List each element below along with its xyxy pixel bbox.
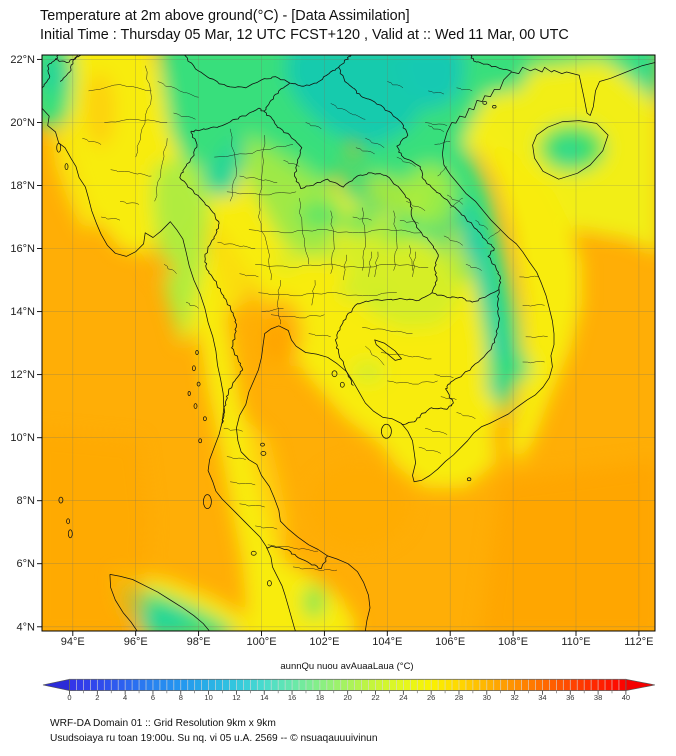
svg-text:10°N: 10°N <box>10 432 35 444</box>
svg-text:100°E: 100°E <box>246 636 276 648</box>
svg-text:36: 36 <box>566 693 574 702</box>
svg-text:10: 10 <box>204 693 212 702</box>
svg-text:4°N: 4°N <box>17 621 36 633</box>
svg-text:24: 24 <box>399 693 407 702</box>
svg-text:38: 38 <box>594 693 602 702</box>
svg-text:20°N: 20°N <box>10 117 35 129</box>
svg-text:12: 12 <box>232 693 240 702</box>
svg-text:28: 28 <box>455 693 463 702</box>
svg-text:14°N: 14°N <box>10 306 35 318</box>
svg-text:18°N: 18°N <box>10 180 35 192</box>
svg-text:30: 30 <box>483 693 491 702</box>
svg-text:2: 2 <box>95 693 99 702</box>
svg-text:6°N: 6°N <box>17 558 36 570</box>
svg-text:22°N: 22°N <box>10 54 35 66</box>
svg-text:102°E: 102°E <box>309 636 339 648</box>
svg-text:26: 26 <box>427 693 435 702</box>
svg-text:14: 14 <box>260 693 268 702</box>
svg-text:34: 34 <box>538 693 546 702</box>
svg-text:104°E: 104°E <box>372 636 402 648</box>
svg-text:0: 0 <box>67 693 71 702</box>
svg-text:32: 32 <box>510 693 518 702</box>
svg-text:106°E: 106°E <box>435 636 465 648</box>
svg-text:aunnQu nuou avAuaaLaua (°C): aunnQu nuou avAuaaLaua (°C) <box>280 661 413 672</box>
svg-text:8: 8 <box>179 693 183 702</box>
svg-text:20: 20 <box>344 693 352 702</box>
svg-text:94°E: 94°E <box>61 636 85 648</box>
svg-text:22: 22 <box>371 693 379 702</box>
svg-text:16: 16 <box>288 693 296 702</box>
svg-text:WRF-DA Domain 01 :: Grid Resol: WRF-DA Domain 01 :: Grid Resolution 9km … <box>50 718 276 729</box>
svg-text:Initial Time : Thursday 05 Mar: Initial Time : Thursday 05 Mar, 12 UTC F… <box>40 27 569 43</box>
svg-text:4: 4 <box>123 693 127 702</box>
svg-text:40: 40 <box>622 693 630 702</box>
svg-text:16°N: 16°N <box>10 243 35 255</box>
svg-text:12°N: 12°N <box>10 369 35 381</box>
svg-text:8°N: 8°N <box>17 495 36 507</box>
svg-text:18: 18 <box>316 693 324 702</box>
svg-text:96°E: 96°E <box>124 636 148 648</box>
svg-text:Usudsoiaya ru toan 19:00u. Su: Usudsoiaya ru toan 19:00u. Su nq. vi 05 … <box>50 733 378 744</box>
svg-text:108°E: 108°E <box>498 636 528 648</box>
svg-text:98°E: 98°E <box>187 636 211 648</box>
svg-text:Temperature at 2m above ground: Temperature at 2m above ground(°C) - [Da… <box>40 8 410 24</box>
svg-text:112°E: 112°E <box>624 636 653 648</box>
svg-text:110°E: 110°E <box>561 636 590 648</box>
svg-text:6: 6 <box>151 693 155 702</box>
